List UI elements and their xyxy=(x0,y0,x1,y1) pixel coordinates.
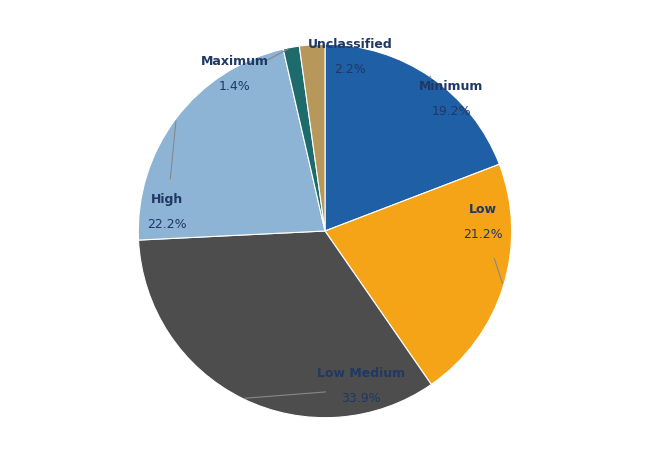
Text: 21.2%: 21.2% xyxy=(463,227,503,240)
Text: 2.2%: 2.2% xyxy=(334,63,366,76)
Text: Minimum: Minimum xyxy=(419,79,484,92)
Text: 22.2%: 22.2% xyxy=(147,217,187,230)
Text: 1.4%: 1.4% xyxy=(219,80,251,93)
Wedge shape xyxy=(299,45,325,232)
Text: High: High xyxy=(151,192,183,205)
Wedge shape xyxy=(325,45,499,232)
Wedge shape xyxy=(138,50,325,241)
Text: Low: Low xyxy=(469,202,497,215)
Text: Maximum: Maximum xyxy=(201,55,269,68)
Wedge shape xyxy=(325,165,512,385)
Text: Low Medium: Low Medium xyxy=(317,366,406,380)
Text: Unclassified: Unclassified xyxy=(308,38,393,50)
Wedge shape xyxy=(138,232,432,418)
Wedge shape xyxy=(283,47,325,232)
Text: 19.2%: 19.2% xyxy=(432,104,471,117)
Text: 33.9%: 33.9% xyxy=(341,392,381,405)
